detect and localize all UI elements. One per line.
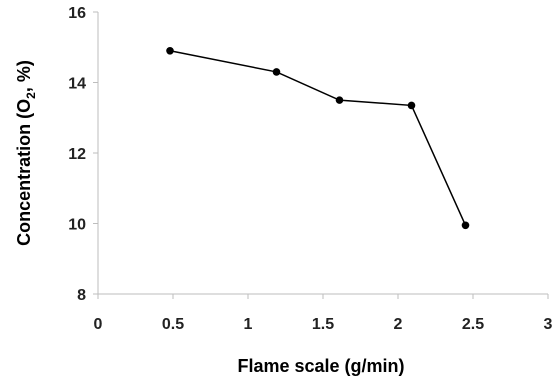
- y-tick-label: 12: [68, 146, 86, 163]
- plot-frame: [97, 12, 548, 295]
- y-axis-title-subscript: 2: [24, 92, 38, 99]
- data-point: [407, 101, 416, 110]
- data-point: [166, 46, 174, 55]
- y-axis-title-main: Concentration (O: [14, 99, 34, 246]
- x-tick-label: 2: [394, 316, 403, 333]
- series-line: [169, 50, 467, 226]
- y-axis-title-end: , %): [14, 60, 34, 92]
- x-axis-title: Flame scale (g/min): [237, 356, 404, 376]
- x-tick-label: 1: [244, 316, 253, 333]
- y-tick-labels: 8 10 12 14 16: [68, 5, 98, 304]
- data-point: [272, 68, 281, 76]
- y-tick-label: 16: [68, 5, 86, 22]
- x-tick-label: 1.5: [312, 316, 334, 333]
- x-tick-label: 3: [544, 316, 553, 333]
- y-tick-label: 8: [77, 287, 86, 304]
- series-layer: [166, 46, 470, 230]
- data-point: [461, 221, 470, 230]
- x-tick-labels: 0 0.5 1 1.5 2 2.5 3: [94, 294, 553, 333]
- x-tick-label: 0: [94, 316, 103, 333]
- y-tick-label: 14: [68, 76, 86, 93]
- data-point: [335, 96, 344, 104]
- x-tick-label: 0.5: [162, 316, 184, 333]
- x-tick-label: 2.5: [462, 316, 484, 333]
- y-tick-label: 10: [68, 217, 86, 234]
- y-axis-title: Concentration (O2, %): [14, 60, 38, 246]
